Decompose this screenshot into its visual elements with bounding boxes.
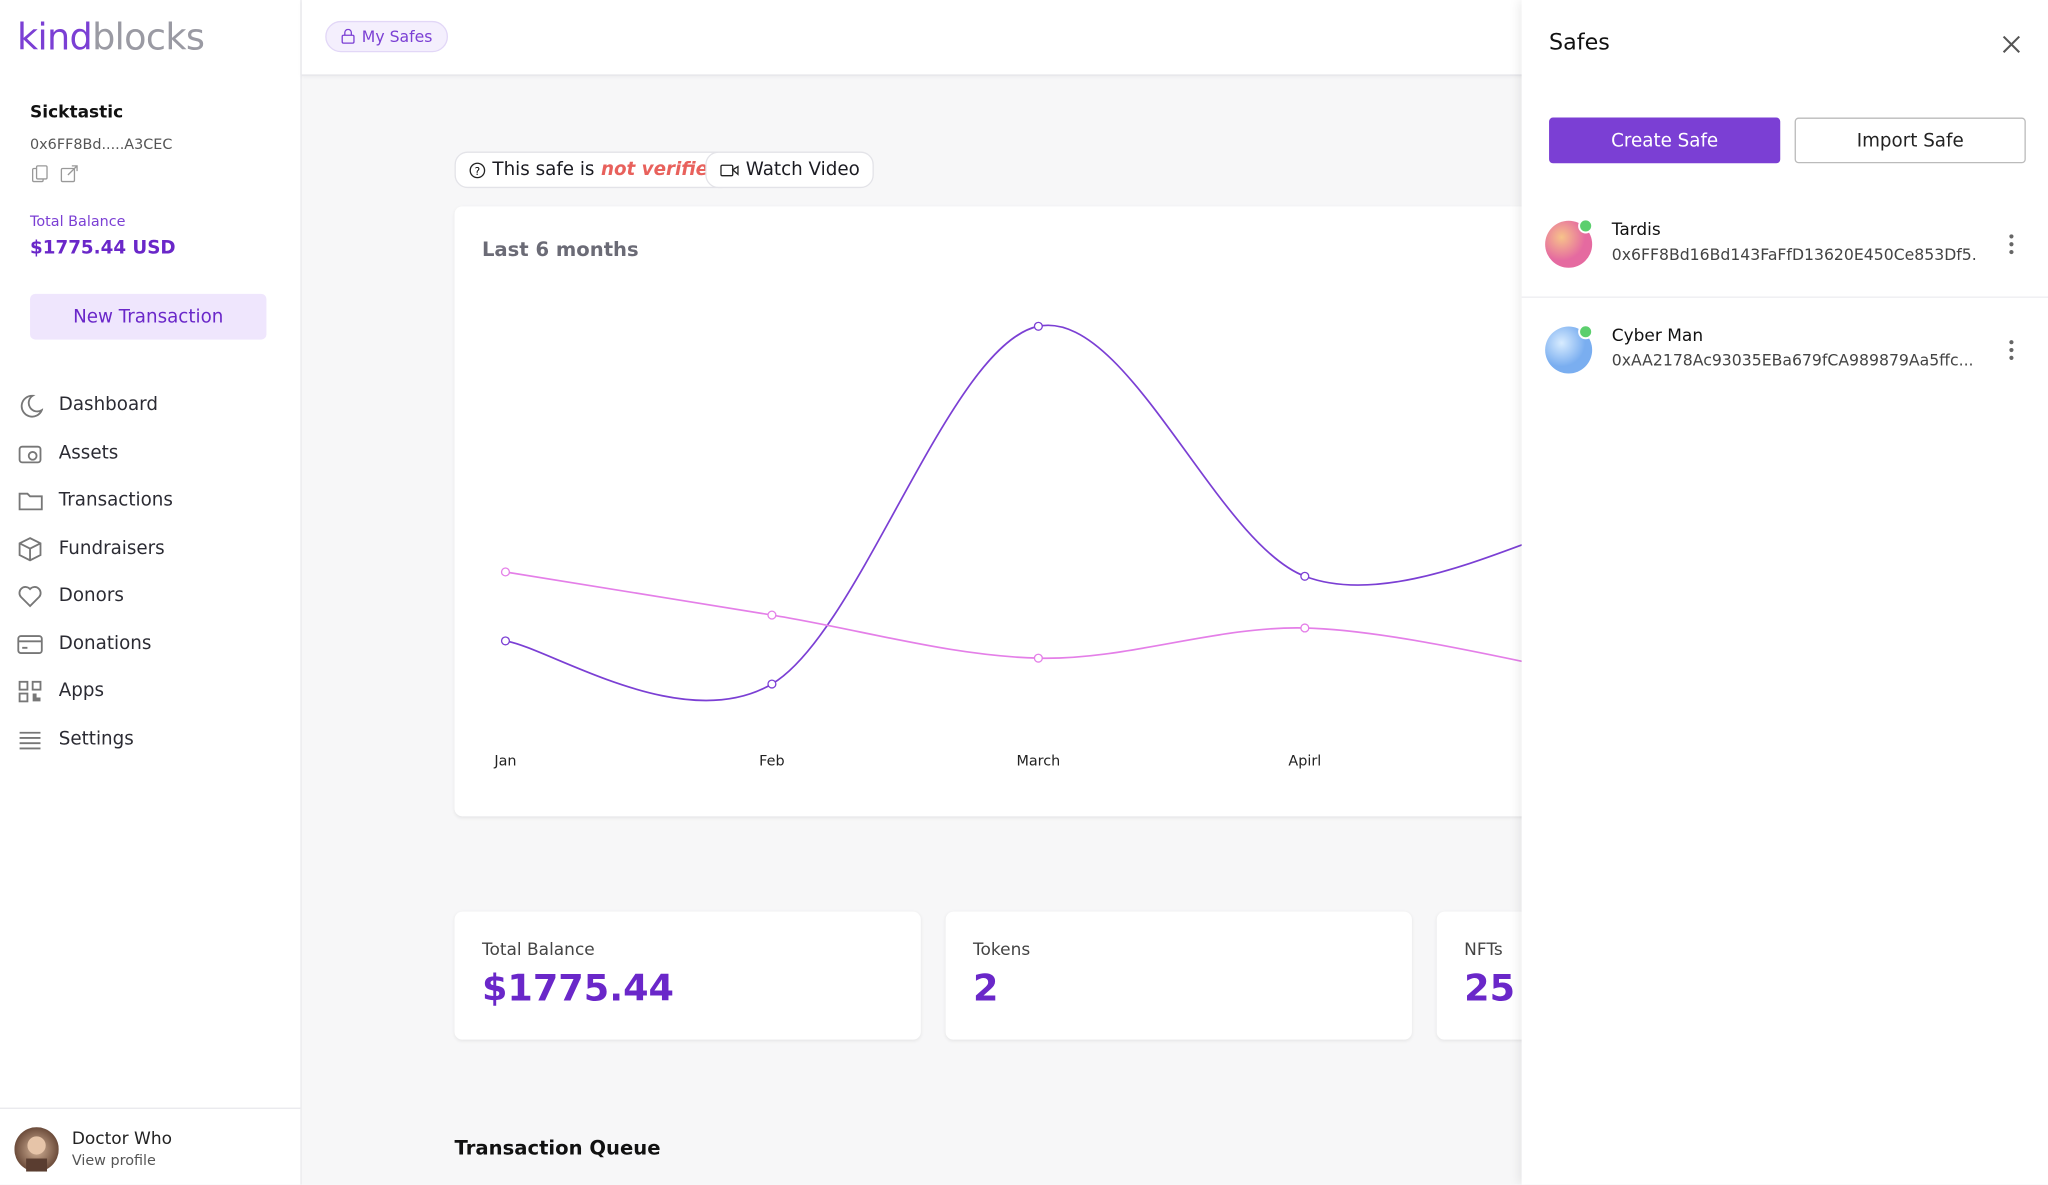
safe-address: 0xAA2178Ac93035EBa679fCA989879Aa5ffc... xyxy=(1611,351,1974,370)
safe-avatar[interactable] xyxy=(1544,323,1596,375)
safe-address: 0x6FF8Bd16Bd143FaFfD13620E450Ce853Df5... xyxy=(1611,245,1978,264)
divider xyxy=(1521,296,2048,298)
data-point xyxy=(1033,653,1043,663)
close-button[interactable] xyxy=(2001,34,2022,55)
nav-icon xyxy=(18,536,42,561)
chip-label: My Safes xyxy=(361,27,433,46)
safe-avatar[interactable] xyxy=(1544,217,1596,269)
nav-label: Dashboard xyxy=(58,394,158,416)
data-point xyxy=(767,610,777,620)
create-safe-button[interactable]: Create Safe xyxy=(1549,117,1781,164)
chart-card: Last 6 months Jan Feb March Apirl xyxy=(454,206,1631,817)
line-series xyxy=(505,324,1572,702)
nav-item[interactable]: Dashboard xyxy=(17,389,158,420)
chart-title: Last 6 months xyxy=(482,238,639,261)
nav-item[interactable]: Assets xyxy=(17,437,118,468)
queue-title: Transaction Queue xyxy=(454,1136,661,1160)
nav-label: Donors xyxy=(58,585,124,607)
nav-item[interactable]: Donations xyxy=(17,628,151,659)
nav-label: Fundraisers xyxy=(58,537,165,559)
nav-icon xyxy=(18,445,42,463)
x-tick-label: March xyxy=(1016,753,1060,769)
watch-video-button[interactable]: Watch Video xyxy=(705,151,875,189)
import-safe-button[interactable]: Import Safe xyxy=(1794,117,2026,164)
account-address: 0x6FF8Bd.....A3CEC xyxy=(30,135,173,153)
nav-label: Assets xyxy=(58,442,119,464)
account-name: Sicktastic xyxy=(30,103,124,123)
nav-icon xyxy=(19,731,41,749)
help-icon: ? xyxy=(469,161,486,178)
nav-label: Settings xyxy=(58,728,134,750)
divider xyxy=(0,1107,301,1109)
button-label: Create Safe xyxy=(1611,129,1719,151)
x-tick-label: Feb xyxy=(759,753,784,769)
logo-part: kind xyxy=(16,15,93,59)
my-safes-chip[interactable]: My Safes xyxy=(325,20,449,53)
sidebar: kindblocks Sicktastic 0x6FF8Bd.....A3CEC… xyxy=(0,0,302,1185)
logo[interactable]: kindblocks xyxy=(16,15,205,59)
data-point xyxy=(500,567,511,577)
user-name: Doctor Who xyxy=(71,1129,172,1150)
logo-part: blocks xyxy=(92,15,205,59)
nav-icon xyxy=(18,680,42,703)
profile-link[interactable]: View profile xyxy=(71,1151,156,1169)
safes-panel: Safes Create Safe Import Safe Tardis 0x6F… xyxy=(1521,0,2048,1185)
status-value: not verified xyxy=(600,159,722,181)
button-label: Import Safe xyxy=(1856,129,1964,151)
video-icon xyxy=(720,163,739,176)
chart: Last 6 months Jan Feb March Apirl xyxy=(482,238,1576,769)
data-point xyxy=(500,636,511,646)
nav-item[interactable]: Fundraisers xyxy=(17,532,165,563)
nav-item[interactable]: Donors xyxy=(17,580,124,611)
stat-label: Tokens xyxy=(973,940,1031,960)
safe-name[interactable]: Cyber Man xyxy=(1611,326,1704,347)
video-label: Watch Video xyxy=(745,159,860,181)
safe-name[interactable]: Tardis xyxy=(1611,220,1661,241)
svg-text:?: ? xyxy=(475,165,481,177)
safe-menu[interactable] xyxy=(2008,340,2016,361)
nav-label: Transactions xyxy=(58,489,173,511)
user-avatar[interactable] xyxy=(14,1127,59,1172)
stat-label: Total Balance xyxy=(481,940,595,960)
data-point xyxy=(1300,571,1310,581)
new-transaction-button[interactable]: New Transaction xyxy=(30,293,267,340)
data-point xyxy=(1033,321,1043,331)
nav-icon xyxy=(20,394,44,418)
stat-value: 2 xyxy=(973,966,999,1010)
address-actions[interactable] xyxy=(30,165,82,186)
nav-label: Donations xyxy=(58,632,152,654)
nav-item[interactable]: Apps xyxy=(17,675,104,706)
nav-icon xyxy=(18,492,43,511)
nav-item[interactable]: Transactions xyxy=(17,485,173,516)
nav-icon xyxy=(18,586,42,608)
balance-label: Total Balance xyxy=(30,212,126,230)
stat-label: NFTs xyxy=(1464,940,1503,960)
stat-card: Tokens 2 xyxy=(945,911,1412,1040)
data-point xyxy=(767,679,777,689)
panel-title: Safes xyxy=(1549,30,1610,57)
x-tick-label: Apirl xyxy=(1288,753,1321,769)
lock-icon xyxy=(341,28,355,44)
x-tick-label: Jan xyxy=(493,753,516,769)
stat-card: Total Balance $1775.44 xyxy=(454,911,921,1040)
stat-value: $1775.44 xyxy=(481,966,674,1010)
verify-status: ? This safe is not verified xyxy=(454,151,736,189)
nav-icon xyxy=(17,634,43,654)
stat-value: 25 xyxy=(1464,966,1516,1010)
nav-label: Apps xyxy=(58,680,105,702)
data-point xyxy=(1300,623,1310,633)
safe-menu[interactable] xyxy=(2008,234,2016,255)
status-prefix: This safe is xyxy=(492,159,595,181)
nav-item[interactable]: Settings xyxy=(17,723,134,754)
balance-value: $1775.44 USD xyxy=(30,237,176,259)
button-label: New Transaction xyxy=(73,306,224,328)
